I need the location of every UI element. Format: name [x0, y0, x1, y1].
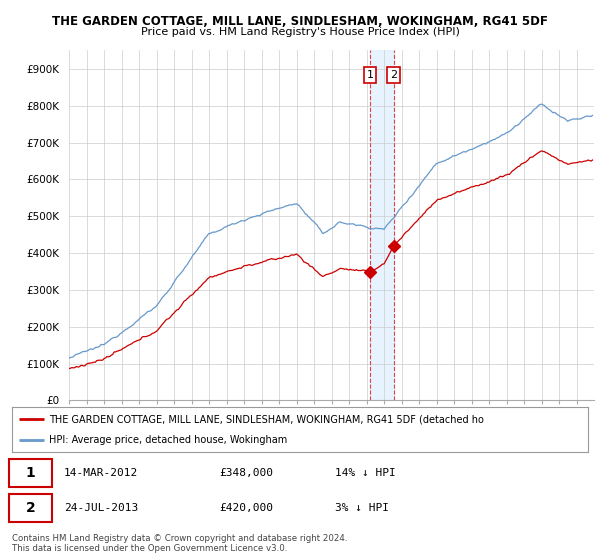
Text: £348,000: £348,000 — [220, 468, 274, 478]
Text: £420,000: £420,000 — [220, 503, 274, 513]
Text: 1: 1 — [367, 70, 373, 80]
FancyBboxPatch shape — [9, 459, 52, 487]
Text: Price paid vs. HM Land Registry's House Price Index (HPI): Price paid vs. HM Land Registry's House … — [140, 27, 460, 37]
Text: 2: 2 — [26, 501, 35, 515]
Text: HPI: Average price, detached house, Wokingham: HPI: Average price, detached house, Woki… — [49, 435, 287, 445]
Text: 24-JUL-2013: 24-JUL-2013 — [64, 503, 138, 513]
Text: 14% ↓ HPI: 14% ↓ HPI — [335, 468, 395, 478]
Text: 3% ↓ HPI: 3% ↓ HPI — [335, 503, 389, 513]
Text: 2: 2 — [390, 70, 397, 80]
Text: Contains HM Land Registry data © Crown copyright and database right 2024.
This d: Contains HM Land Registry data © Crown c… — [12, 534, 347, 553]
FancyBboxPatch shape — [9, 494, 52, 522]
Text: THE GARDEN COTTAGE, MILL LANE, SINDLESHAM, WOKINGHAM, RG41 5DF (detached ho: THE GARDEN COTTAGE, MILL LANE, SINDLESHA… — [49, 414, 484, 424]
Bar — [370, 50, 394, 400]
Text: THE GARDEN COTTAGE, MILL LANE, SINDLESHAM, WOKINGHAM, RG41 5DF: THE GARDEN COTTAGE, MILL LANE, SINDLESHA… — [52, 15, 548, 27]
Text: 14-MAR-2012: 14-MAR-2012 — [64, 468, 138, 478]
Text: 1: 1 — [26, 466, 35, 479]
